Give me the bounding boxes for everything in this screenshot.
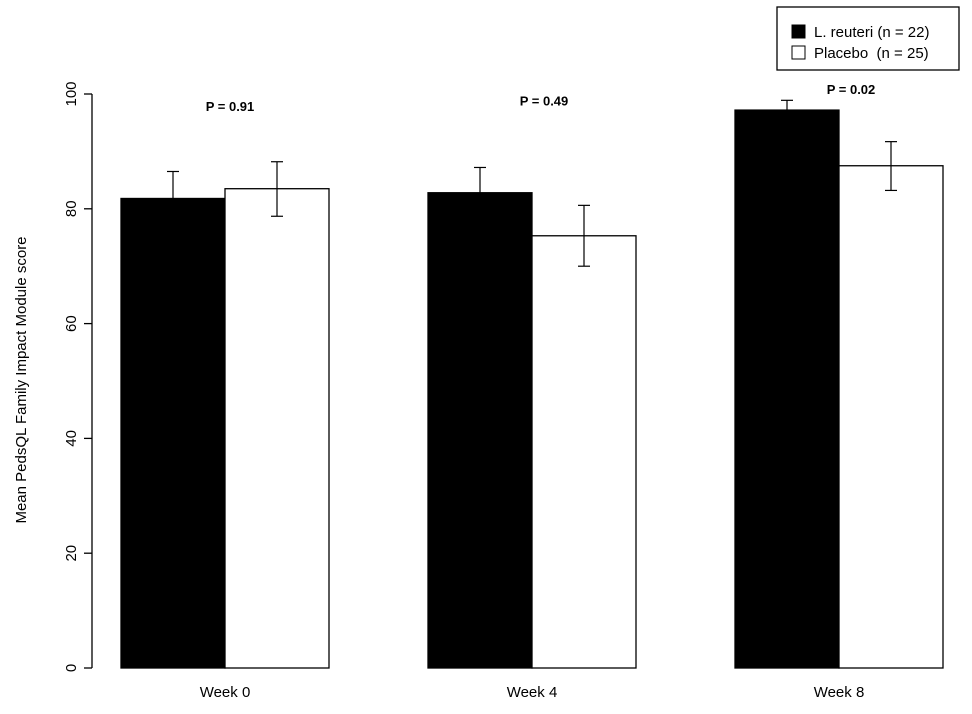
p-value-0: P = 0.91 — [206, 99, 255, 114]
category-label-1: Week 4 — [507, 684, 558, 701]
bars — [120, 109, 944, 669]
y-tick-label-0: 0 — [63, 664, 80, 672]
legend-swatch-l-reuteri — [791, 24, 806, 39]
legend-label-l-reuteri: L. reuteri (n = 22) — [814, 24, 929, 41]
y-tick-label-1: 20 — [63, 545, 80, 562]
y-tick-label-2: 40 — [63, 430, 80, 447]
bar-placebo-0 — [224, 188, 330, 669]
legend-label-placebo: Placebo (n = 25) — [814, 45, 929, 62]
legend: L. reuteri (n = 22) Placebo (n = 25) — [776, 6, 960, 71]
category-label-2: Week 8 — [814, 684, 865, 701]
p-value-2: P = 0.02 — [827, 82, 876, 97]
bar-l-reuteri-1 — [427, 192, 533, 669]
category-label-0: Week 0 — [200, 684, 251, 701]
category-labels: Week 0 Week 4 Week 8 — [200, 684, 865, 701]
bar-l-reuteri-2 — [734, 109, 840, 669]
bar-l-reuteri-0 — [120, 197, 226, 669]
legend-box — [776, 6, 960, 71]
p-value-annotations: P = 0.91 P = 0.49 P = 0.02 — [206, 82, 876, 114]
error-bars — [167, 99, 897, 267]
y-tick-labels: 0 20 40 60 80 100 — [63, 81, 80, 672]
bar-placebo-1 — [531, 235, 637, 669]
p-value-1: P = 0.49 — [520, 93, 569, 108]
y-tick-label-5: 100 — [63, 81, 80, 106]
y-tick-label-4: 80 — [63, 200, 80, 217]
bar-placebo-2 — [838, 165, 944, 669]
y-tick-label-3: 60 — [63, 315, 80, 332]
legend-swatch-placebo — [791, 45, 806, 60]
y-axis-label: Mean PedsQL Family Impact Module score — [13, 236, 30, 523]
y-axis — [84, 93, 93, 669]
